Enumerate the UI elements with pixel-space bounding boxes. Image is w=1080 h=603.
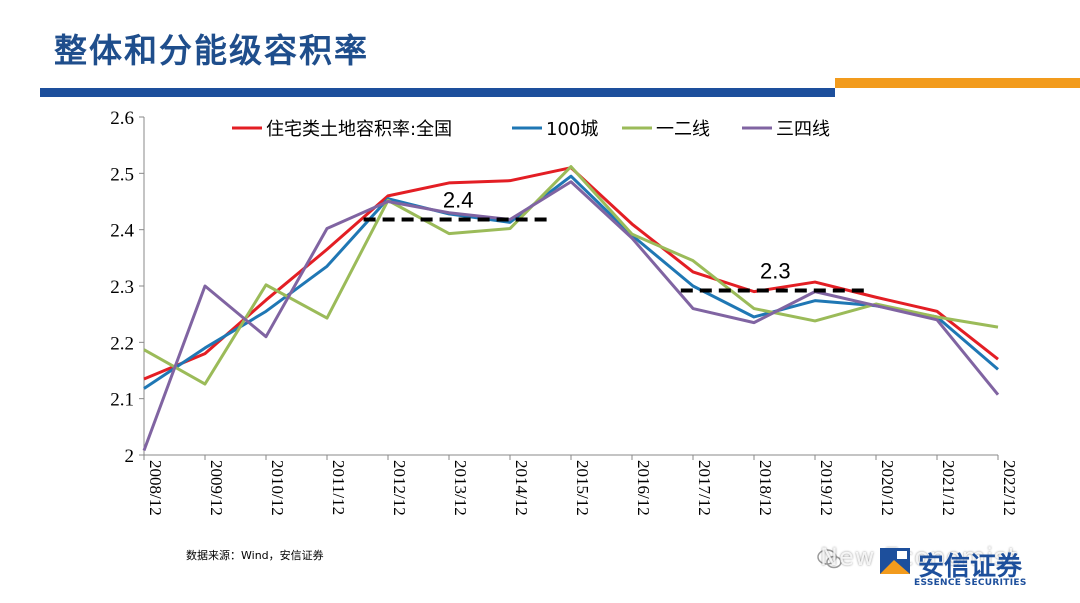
y-tick-label: 2.6 (110, 108, 134, 129)
y-tick-label: 2.3 (110, 277, 134, 298)
legend-label: 住宅类土地容积率:全国 (266, 119, 452, 140)
series-line-3 (143, 165, 999, 386)
x-tick-label: 2008/12 (146, 460, 165, 516)
watermark-text: New Economist (820, 543, 1018, 571)
x-tick-label: 2017/12 (695, 460, 714, 516)
series-line-4 (142, 180, 1000, 452)
x-tick-label: 2011/12 (329, 460, 348, 515)
essence-logo-icon (880, 548, 910, 574)
legend-label: 100城 (546, 119, 598, 140)
logo-chinese-name: 安信证券 (918, 552, 1023, 582)
x-tick-label: 2014/12 (512, 460, 531, 516)
x-tick-label: 2022/12 (1000, 460, 1019, 516)
y-tick-label: 2 (125, 446, 135, 467)
series-line-1 (143, 166, 999, 381)
y-tick-label: 2.2 (110, 333, 134, 354)
x-tick-label: 2015/12 (573, 460, 592, 516)
logo-english-name: ESSENCE SECURITIES (914, 578, 1027, 588)
series-line-2 (143, 174, 999, 390)
y-tick-label: 2.5 (110, 164, 134, 185)
x-tick-label: 2009/12 (207, 460, 226, 516)
y-tick-label: 2.1 (110, 390, 134, 411)
y-tick-label: 2.4 (110, 221, 134, 242)
data-source-note: 数据来源：Wind，安信证券 (186, 549, 324, 562)
x-tick-label: 2020/12 (878, 460, 897, 516)
x-tick-label: 2013/12 (451, 460, 470, 516)
x-tick-label: 2016/12 (634, 460, 653, 516)
company-logo: 安信证券 ESSENCE SECURITIES (880, 546, 1050, 592)
page-title: 整体和分能级容积率 (54, 31, 369, 70)
wechat-icon (817, 549, 842, 569)
header-rule-blue (40, 88, 835, 97)
x-tick-label: 2018/12 (756, 460, 775, 516)
x-tick-label: 2019/12 (817, 460, 836, 516)
reference-line-label: 2.3 (760, 259, 791, 284)
header-rule-orange (835, 78, 1080, 88)
legend-label: 一二线 (656, 119, 710, 140)
x-tick-label: 2021/12 (939, 460, 958, 516)
x-tick-label: 2010/12 (268, 460, 287, 516)
reference-line-label: 2.4 (443, 188, 474, 213)
legend-label: 三四线 (776, 119, 830, 140)
x-tick-label: 2012/12 (390, 460, 409, 516)
